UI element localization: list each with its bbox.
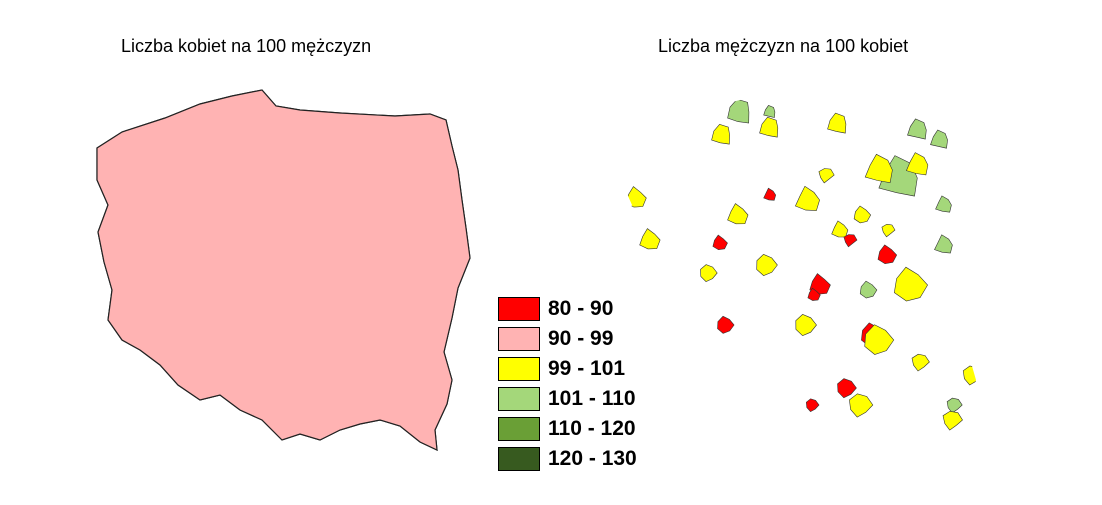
county-region bbox=[837, 378, 857, 399]
legend-item-80-90: 80 - 90 bbox=[498, 294, 637, 324]
legend-label: 99 - 101 bbox=[548, 357, 626, 380]
county-region bbox=[864, 324, 895, 355]
county-region bbox=[763, 105, 776, 118]
legend-swatch-dark-green bbox=[498, 447, 540, 471]
county-region bbox=[805, 398, 820, 412]
county-region bbox=[727, 203, 749, 225]
county-region bbox=[700, 264, 718, 282]
county-region bbox=[843, 234, 858, 248]
legend-item-110-120: 110 - 120 bbox=[498, 414, 637, 444]
legend-swatch-light-green bbox=[498, 387, 540, 411]
county-region bbox=[794, 185, 820, 211]
legend: 80 - 90 90 - 99 99 - 101 101 - 110 110 -… bbox=[498, 294, 637, 474]
county-region bbox=[962, 365, 983, 386]
county-region bbox=[712, 234, 728, 251]
legend-swatch-pink bbox=[498, 327, 540, 351]
county-region bbox=[881, 223, 896, 238]
county-region bbox=[942, 410, 963, 431]
county-region bbox=[639, 228, 661, 250]
county-region bbox=[807, 287, 821, 301]
legend-item-120-130: 120 - 130 bbox=[498, 444, 637, 474]
legend-swatch-yellow bbox=[498, 357, 540, 381]
county-region bbox=[756, 253, 778, 276]
county-region bbox=[893, 266, 928, 302]
county-region bbox=[864, 153, 893, 184]
country-outline bbox=[96, 89, 471, 451]
county-patches bbox=[625, 98, 983, 431]
map-title-men-per-100-women: Liczba mężczyzn na 100 kobiet bbox=[658, 36, 909, 56]
county-region bbox=[831, 220, 849, 238]
legend-label: 80 - 90 bbox=[548, 297, 614, 320]
county-region bbox=[827, 112, 847, 134]
county-region bbox=[907, 118, 927, 140]
legend-label: 90 - 99 bbox=[548, 327, 614, 350]
county-region bbox=[946, 397, 963, 414]
county-region bbox=[930, 129, 948, 149]
county-region bbox=[849, 393, 874, 418]
county-region bbox=[905, 152, 929, 176]
legend-swatch-green bbox=[498, 417, 540, 441]
county-region bbox=[911, 353, 930, 372]
map-title-women-per-100-men: Liczba kobiet na 100 mężczyzn bbox=[121, 36, 372, 56]
legend-item-99-101: 99 - 101 bbox=[498, 354, 637, 384]
county-region bbox=[877, 244, 898, 265]
county-region bbox=[625, 186, 647, 208]
county-region bbox=[759, 116, 779, 138]
county-region bbox=[763, 187, 777, 201]
legend-label: 110 - 120 bbox=[548, 417, 636, 440]
map-men-per-100-women bbox=[96, 89, 983, 451]
county-region bbox=[717, 315, 735, 334]
legend-item-101-110: 101 - 110 bbox=[498, 384, 637, 414]
county-region bbox=[859, 280, 878, 299]
county-region bbox=[934, 234, 953, 254]
county-region bbox=[795, 314, 817, 337]
legend-item-90-99: 90 - 99 bbox=[498, 324, 637, 354]
legend-label: 120 - 130 bbox=[548, 447, 637, 470]
legend-swatch-red bbox=[498, 297, 540, 321]
legend-label: 101 - 110 bbox=[548, 387, 636, 410]
county-region bbox=[727, 98, 750, 124]
county-region bbox=[711, 123, 730, 145]
county-region bbox=[853, 205, 872, 224]
county-region bbox=[809, 273, 831, 295]
county-region bbox=[935, 195, 952, 213]
county-region bbox=[818, 168, 835, 184]
